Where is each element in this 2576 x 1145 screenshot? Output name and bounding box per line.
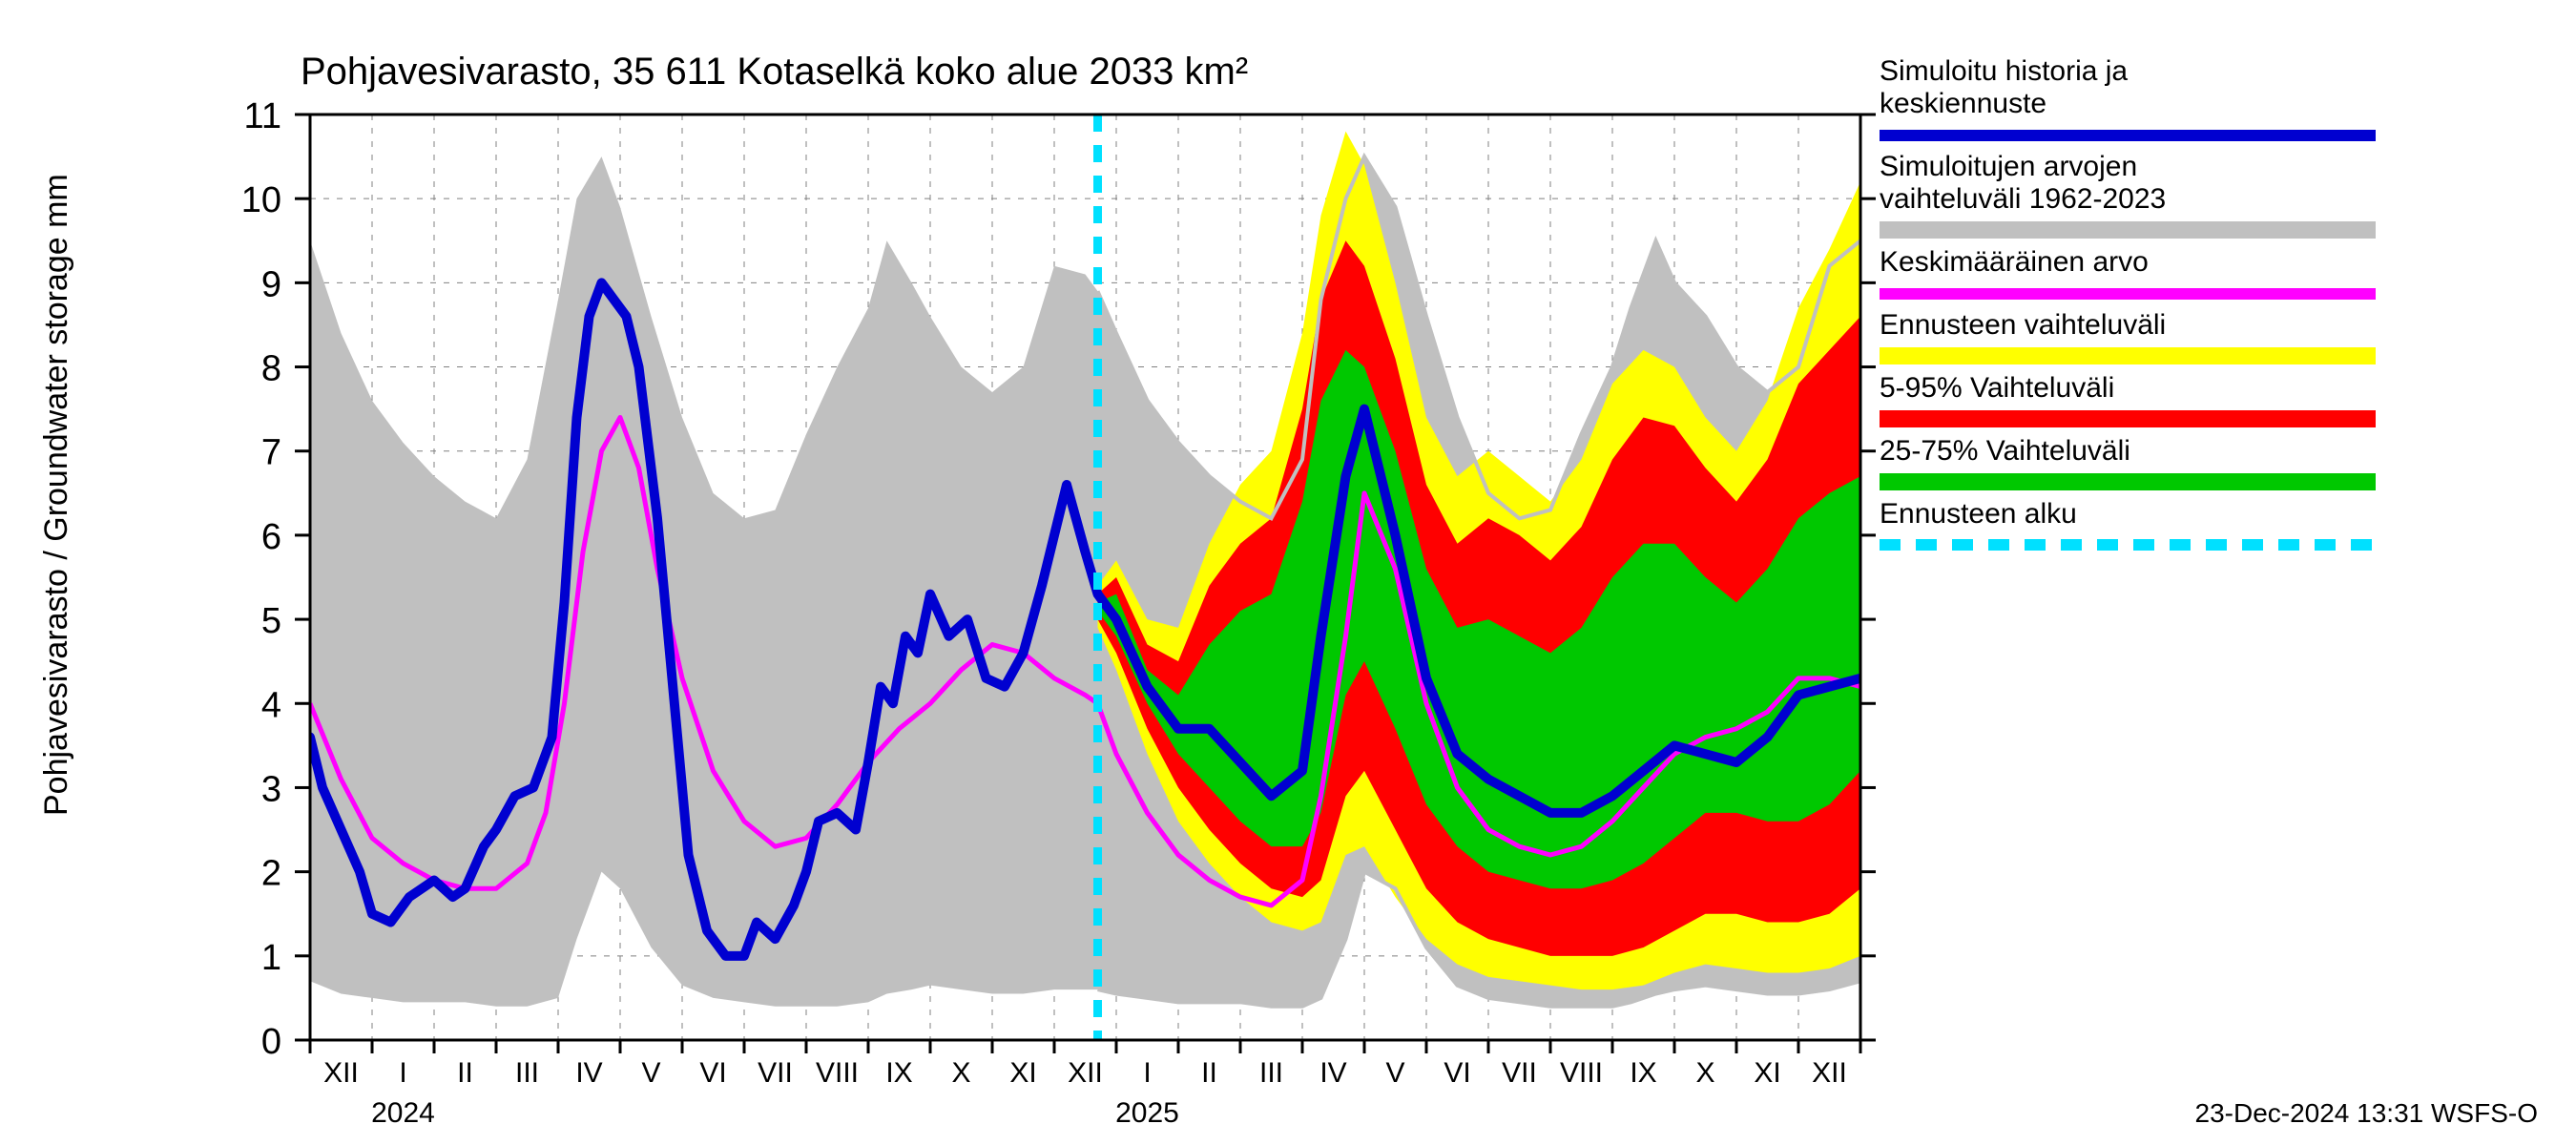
x-month-label: VII bbox=[1502, 1057, 1537, 1089]
chart-svg: 01234567891011XIIIIIIIIIVVVIVIIVIIIIXXXI… bbox=[0, 0, 2576, 1145]
y-tick-label: 1 bbox=[261, 938, 281, 978]
chart-title: Pohjavesivarasto, 35 611 Kotaselkä koko … bbox=[301, 51, 1248, 93]
x-month-label: I bbox=[399, 1057, 406, 1089]
y-tick-label: 6 bbox=[261, 517, 281, 557]
legend-label: Ennusteen alku bbox=[1880, 498, 2077, 530]
legend-swatch bbox=[1880, 347, 2376, 364]
x-month-label: II bbox=[457, 1057, 473, 1089]
legend-label: keskiennuste bbox=[1880, 88, 2046, 119]
x-month-label: III bbox=[1259, 1057, 1283, 1089]
x-month-label: VI bbox=[1444, 1057, 1470, 1089]
x-month-label: XI bbox=[1754, 1057, 1780, 1089]
x-month-label: VIII bbox=[1560, 1057, 1603, 1089]
x-month-label: IV bbox=[575, 1057, 602, 1089]
x-month-label: XI bbox=[1009, 1057, 1036, 1089]
legend-swatch bbox=[1880, 473, 2376, 490]
chart-container: 01234567891011XIIIIIIIIIVVVIVIIVIIIIXXXI… bbox=[0, 0, 2576, 1145]
legend-swatch bbox=[1880, 288, 2376, 300]
x-month-label: IV bbox=[1319, 1057, 1346, 1089]
x-year-label: 2025 bbox=[1115, 1097, 1179, 1129]
y-tick-label: 9 bbox=[261, 264, 281, 304]
x-month-label: X bbox=[951, 1057, 970, 1089]
y-tick-label: 5 bbox=[261, 601, 281, 641]
y-axis-title: Pohjavesivarasto / Groundwater storage m… bbox=[38, 174, 74, 816]
y-tick-label: 8 bbox=[261, 349, 281, 389]
legend-swatch bbox=[1880, 221, 2376, 239]
x-year-label: 2024 bbox=[371, 1097, 435, 1129]
y-tick-label: 2 bbox=[261, 854, 281, 894]
x-month-label: VII bbox=[758, 1057, 793, 1089]
x-month-label: XII bbox=[1812, 1057, 1847, 1089]
legend-swatch bbox=[1880, 130, 2376, 141]
legend-label: 5-95% Vaihteluväli bbox=[1880, 372, 2114, 404]
y-tick-label: 11 bbox=[244, 96, 281, 136]
legend-label: Ennusteen vaihteluväli bbox=[1880, 309, 2166, 341]
y-tick-label: 0 bbox=[261, 1022, 281, 1062]
x-month-label: I bbox=[1143, 1057, 1151, 1089]
legend-label: Simuloitu historia ja bbox=[1880, 55, 2128, 87]
y-tick-label: 4 bbox=[261, 685, 281, 725]
x-month-label: VI bbox=[699, 1057, 726, 1089]
legend-label: Keskimääräinen arvo bbox=[1880, 246, 2149, 278]
legend-swatch bbox=[1880, 410, 2376, 427]
legend-label: vaihteluväli 1962-2023 bbox=[1880, 183, 2166, 215]
chart-footer: 23-Dec-2024 13:31 WSFS-O bbox=[2195, 1098, 2539, 1128]
x-month-label: VIII bbox=[816, 1057, 859, 1089]
x-month-label: II bbox=[1201, 1057, 1217, 1089]
x-month-label: XII bbox=[323, 1057, 359, 1089]
x-month-label: IX bbox=[885, 1057, 912, 1089]
x-month-label: V bbox=[1385, 1057, 1404, 1089]
x-month-label: III bbox=[515, 1057, 539, 1089]
x-month-label: V bbox=[641, 1057, 660, 1089]
legend-label: 25-75% Vaihteluväli bbox=[1880, 435, 2130, 467]
legend-label: Simuloitujen arvojen bbox=[1880, 151, 2137, 182]
x-month-label: XII bbox=[1068, 1057, 1103, 1089]
y-tick-label: 10 bbox=[241, 180, 281, 220]
x-month-label: X bbox=[1695, 1057, 1714, 1089]
x-month-label: IX bbox=[1630, 1057, 1656, 1089]
y-tick-label: 3 bbox=[261, 769, 281, 809]
y-tick-label: 7 bbox=[261, 433, 281, 473]
